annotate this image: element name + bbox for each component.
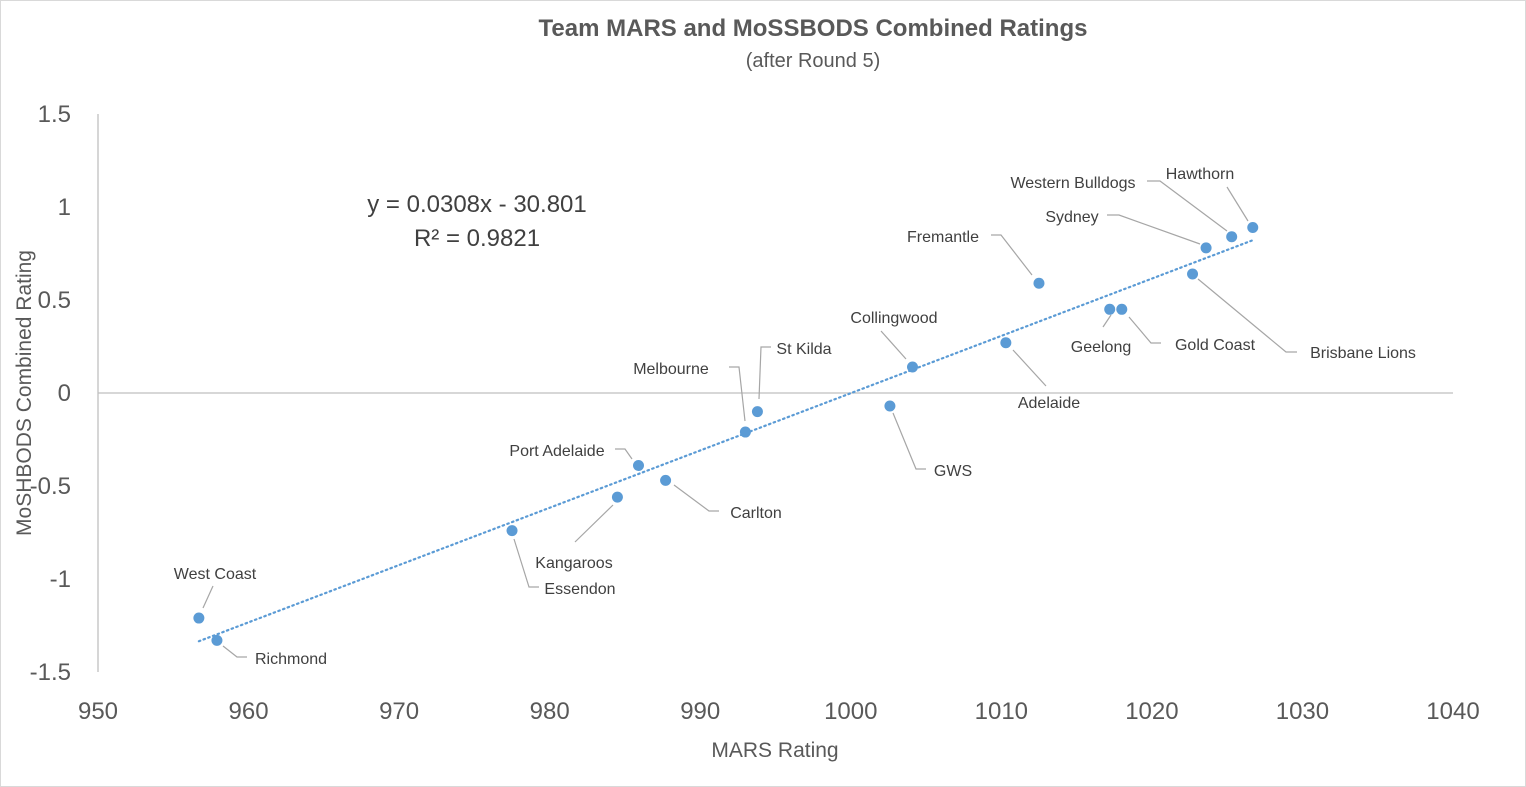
point-labels: Hawthorn Western Bulldogs Sydney Brisbane L… xyxy=(174,166,1416,668)
leader-line-collingwood xyxy=(880,330,907,360)
y-tick-label: 1.5 xyxy=(38,101,71,128)
y-axis-label: MoSHBODS Combined Rating xyxy=(13,250,36,536)
point-label-west-coast: West Coast xyxy=(174,566,257,583)
data-point-fremantle xyxy=(1033,277,1045,289)
x-tick-label: 980 xyxy=(530,698,570,725)
x-tick-label: 950 xyxy=(78,698,118,725)
leader-line-gold-coast xyxy=(1128,316,1161,344)
leader-line-essendon xyxy=(513,538,539,588)
point-label-port-adelaide: Port Adelaide xyxy=(509,443,604,460)
data-point-hawthorn xyxy=(1247,221,1259,233)
leader-line-gws xyxy=(892,412,926,470)
point-label-gws: GWS xyxy=(934,463,972,480)
x-tick-label: 1040 xyxy=(1426,698,1479,725)
point-label-gold-coast: Gold Coast xyxy=(1175,337,1256,354)
point-label-collingwood: Collingwood xyxy=(850,310,937,327)
leader-line-richmond xyxy=(222,645,247,658)
data-point-sydney xyxy=(1200,242,1212,254)
data-point-richmond xyxy=(211,634,223,646)
data-point-carlton xyxy=(660,474,672,486)
leader-line-brisbane-lions xyxy=(1197,278,1297,353)
point-label-western-bulldogs: Western Bulldogs xyxy=(1010,175,1135,192)
data-points xyxy=(193,221,1259,646)
chart-subtitle: (after Round 5) xyxy=(746,50,881,72)
y-tick-label: 1 xyxy=(58,194,71,221)
chart-title: Team MARS and MoSSBODS Combined Ratings xyxy=(539,15,1088,42)
x-tick-label: 1020 xyxy=(1125,698,1178,725)
x-tick-label: 1010 xyxy=(975,698,1028,725)
x-tick-label: 990 xyxy=(680,698,720,725)
leader-line-port-adelaide xyxy=(615,448,633,460)
data-point-gws xyxy=(884,400,896,412)
leader-line-carlton xyxy=(673,484,719,512)
trendline xyxy=(197,239,1254,643)
x-axis-label: MARS Rating xyxy=(711,739,838,762)
point-label-carlton: Carlton xyxy=(730,505,782,522)
leader-line-west-coast xyxy=(202,585,214,609)
point-label-adelaide: Adelaide xyxy=(1018,395,1080,412)
data-point-west-coast xyxy=(193,612,205,624)
leader-line-adelaide xyxy=(1012,349,1047,387)
data-point-port-adelaide xyxy=(632,460,644,472)
leader-line-hawthorn xyxy=(1226,186,1249,222)
data-point-essendon xyxy=(506,525,518,537)
data-point-gold-coast xyxy=(1116,303,1128,315)
data-point-st-kilda xyxy=(751,406,763,418)
x-tick-label: 1000 xyxy=(824,698,877,725)
data-point-melbourne xyxy=(739,426,751,438)
tick-labels: 950 960 970 980 990 1000 1010 1020 1030 1040 1.5 1 0… xyxy=(30,101,1480,725)
y-tick-label: -1 xyxy=(50,566,71,593)
x-tick-label: 960 xyxy=(229,698,269,725)
leader-line-fremantle xyxy=(991,234,1033,276)
point-label-fremantle: Fremantle xyxy=(907,229,979,246)
trendline-equation: y = 0.0308x - 30.801 xyxy=(367,191,587,218)
trendline-r-squared: R² = 0.9821 xyxy=(414,225,540,252)
y-tick-label: 0.5 xyxy=(38,287,71,314)
axes xyxy=(97,114,1453,672)
leader-line-st-kilda xyxy=(758,346,771,400)
leader-line-melbourne xyxy=(729,366,746,422)
leader-lines xyxy=(202,180,1297,658)
y-tick-label: -0.5 xyxy=(30,473,71,500)
data-point-geelong xyxy=(1104,303,1116,315)
point-label-richmond: Richmond xyxy=(255,651,327,668)
leader-line-geelong xyxy=(1102,314,1112,328)
trendline-group xyxy=(197,239,1254,643)
leader-line-western-bulldogs xyxy=(1147,180,1228,232)
point-label-essendon: Essendon xyxy=(544,581,615,598)
y-tick-label: -1.5 xyxy=(30,659,71,686)
point-label-melbourne: Melbourne xyxy=(633,361,709,378)
data-point-brisbane-lions xyxy=(1187,268,1199,280)
y-tick-label: 0 xyxy=(58,380,71,407)
x-tick-label: 1030 xyxy=(1276,698,1329,725)
data-point-western-bulldogs xyxy=(1226,231,1238,243)
data-point-collingwood xyxy=(907,361,919,373)
data-point-kangaroos xyxy=(611,491,623,503)
point-label-brisbane-lions: Brisbane Lions xyxy=(1310,345,1416,362)
point-label-st-kilda: St Kilda xyxy=(776,341,831,358)
x-tick-label: 970 xyxy=(379,698,419,725)
leader-line-sydney xyxy=(1107,214,1201,245)
point-label-geelong: Geelong xyxy=(1071,339,1132,356)
data-point-adelaide xyxy=(1000,337,1012,349)
leader-line-kangaroos xyxy=(574,504,614,543)
point-label-kangaroos: Kangaroos xyxy=(535,555,612,572)
point-label-sydney: Sydney xyxy=(1045,209,1098,226)
point-label-hawthorn: Hawthorn xyxy=(1166,166,1234,183)
